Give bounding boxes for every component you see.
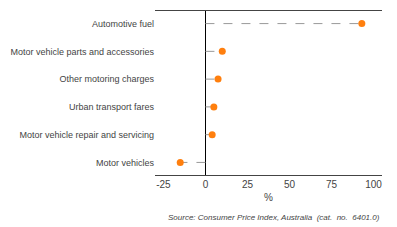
svg-text:Automotive fuel: Automotive fuel [92, 19, 154, 29]
svg-text:0: 0 [203, 179, 209, 190]
svg-text:-25: -25 [156, 179, 171, 190]
svg-text:75: 75 [326, 179, 338, 190]
svg-text:Motor vehicle parts and access: Motor vehicle parts and accessories [10, 47, 154, 57]
svg-text:100: 100 [365, 179, 382, 190]
svg-text:Other motoring charges: Other motoring charges [59, 74, 154, 84]
svg-text:25: 25 [242, 179, 254, 190]
svg-text:Urban transport fares: Urban transport fares [69, 102, 155, 112]
svg-text:%: % [264, 192, 273, 203]
svg-text:50: 50 [284, 179, 296, 190]
svg-text:Motor vehicles: Motor vehicles [96, 158, 155, 168]
svg-text:Motor vehicle repair and servi: Motor vehicle repair and servicing [19, 130, 154, 140]
svg-text:Source: Consumer Price Index,: Source: Consumer Price Index, Australia … [168, 213, 380, 222]
